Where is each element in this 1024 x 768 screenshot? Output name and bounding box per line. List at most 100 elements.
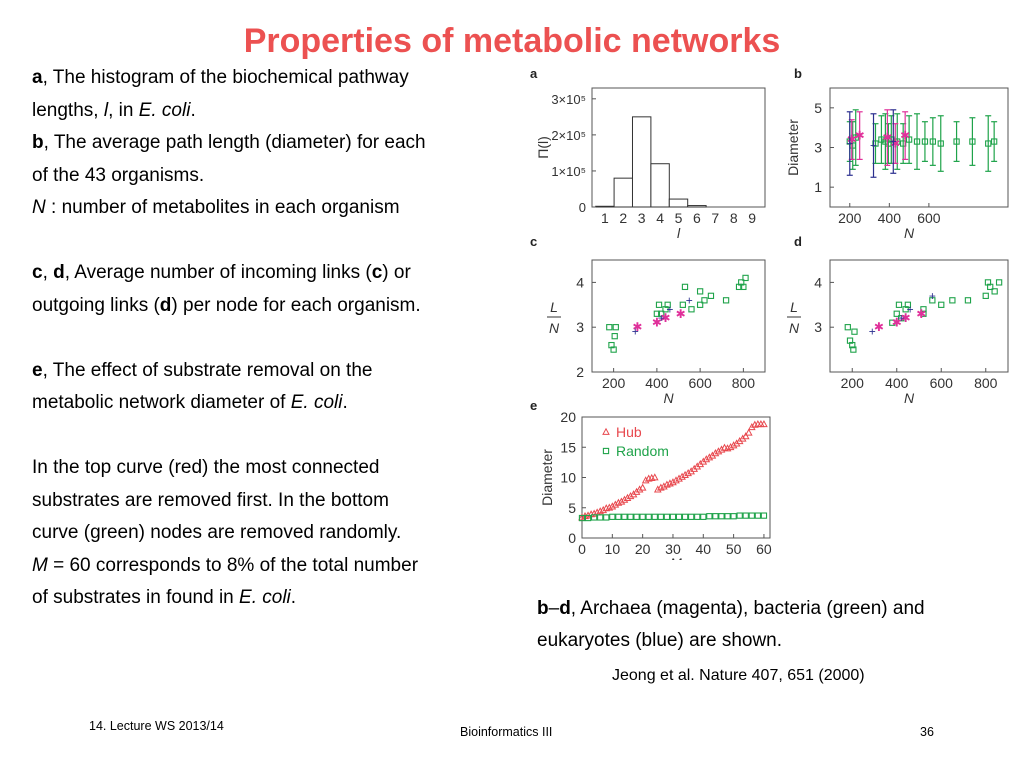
data-point-random xyxy=(590,514,598,521)
footer-lecture: 14. Lecture WS 2013/14 xyxy=(89,719,224,733)
x-tick-label: 200 xyxy=(841,375,865,391)
data-point-bacteria xyxy=(844,324,851,331)
data-point-hub xyxy=(578,513,586,521)
data-point-random xyxy=(578,514,586,522)
data-point-hub xyxy=(669,478,677,486)
data-point-archaea: ✱ xyxy=(847,133,857,147)
data-point-random xyxy=(669,513,677,520)
panel-label-a: a xyxy=(530,66,538,81)
data-point-bacteria xyxy=(688,306,695,313)
data-point-random xyxy=(675,513,683,520)
data-point-bacteria xyxy=(982,292,989,299)
data-point-bacteria xyxy=(929,297,936,304)
data-point-hub xyxy=(672,476,680,484)
data-point-hub xyxy=(717,445,726,453)
y-tick-label: 10 xyxy=(560,470,576,486)
x-axis-label: M xyxy=(670,555,682,560)
data-point-random xyxy=(621,513,628,520)
y-tick-label: 1 xyxy=(814,179,822,195)
data-point-random xyxy=(657,513,664,520)
data-point-hub xyxy=(666,479,674,487)
data-point-bacteria xyxy=(889,319,896,326)
data-point-archaea: ✱ xyxy=(882,131,892,145)
data-point-bacteria xyxy=(679,301,686,308)
para-n-line: N : number of metabolites in each organi… xyxy=(32,197,400,218)
data-point-bacteria xyxy=(696,288,704,295)
data-point-random xyxy=(681,513,689,520)
data-point-hub xyxy=(660,482,668,490)
data-point-random xyxy=(760,512,768,519)
para-top-line4: M = 60 corresponds to 8% of the total nu… xyxy=(32,554,419,576)
x-tick-label: 200 xyxy=(838,210,862,226)
data-point-bacteria xyxy=(895,301,903,308)
data-point-archaea: ✱ xyxy=(855,129,865,143)
data-point-bacteria xyxy=(987,283,994,291)
data-point-random xyxy=(639,513,646,520)
data-point-random xyxy=(724,513,731,520)
y-tick-label: 3 xyxy=(814,140,822,156)
para-top-line1: In the top curve (red) the most connecte… xyxy=(32,457,380,478)
x-tick-label: 30 xyxy=(665,541,681,557)
data-point-eukaryotes: + xyxy=(890,135,897,149)
data-point-random xyxy=(633,513,640,520)
histogram-bar xyxy=(613,177,633,208)
y-axis-label-numerator: L xyxy=(790,299,798,315)
data-point-bacteria xyxy=(664,301,671,308)
data-point-eukaryotes: + xyxy=(929,289,936,303)
x-tick-label: 40 xyxy=(696,541,712,557)
x-tick-label: 6 xyxy=(693,210,701,226)
data-point-bacteria xyxy=(655,301,663,308)
data-point-archaea: ✱ xyxy=(652,316,662,330)
data-point-eukaryotes: + xyxy=(686,293,693,307)
data-point-bacteria xyxy=(701,297,708,304)
data-point-hub xyxy=(663,480,671,488)
footer-course: Bioinformatics III xyxy=(460,725,553,739)
data-point-hub xyxy=(741,432,750,440)
data-point-random xyxy=(597,514,604,521)
y-tick-label: 0 xyxy=(579,200,586,215)
x-tick-label: 5 xyxy=(675,210,683,226)
x-tick-label: 400 xyxy=(645,375,669,391)
y-tick-label: 15 xyxy=(560,439,576,455)
data-point-hub xyxy=(684,469,692,477)
para-e-line1: e, The effect of substrate removal on th… xyxy=(32,359,373,381)
panel-label-c: c xyxy=(530,234,537,249)
y-tick-label: 2×10⁵ xyxy=(551,128,586,143)
x-tick-label: 200 xyxy=(602,375,626,391)
data-point-bacteria xyxy=(991,288,998,295)
data-point-bacteria xyxy=(900,140,907,147)
data-point-bacteria xyxy=(610,346,617,353)
data-point-bacteria xyxy=(612,324,619,331)
panel-label-d: d xyxy=(794,234,802,249)
data-point-hub xyxy=(681,470,689,478)
y-tick-label: 0 xyxy=(568,530,576,546)
para-top-line5: of substrates in found in E. coli. xyxy=(32,587,297,608)
data-point-random xyxy=(718,513,725,520)
x-tick-label: 600 xyxy=(930,375,954,391)
x-axis-label: N xyxy=(904,225,915,241)
data-point-bacteria xyxy=(696,301,704,308)
data-point-bacteria xyxy=(878,136,885,143)
data-point-bacteria xyxy=(938,301,945,308)
data-point-hub xyxy=(714,447,723,455)
data-point-random xyxy=(736,512,743,519)
left-text-block: a, The histogram of the biochemical path… xyxy=(32,62,512,615)
para-a-line2: lengths, l, in E. coli. xyxy=(32,99,196,121)
y-axis-label: Diameter xyxy=(539,449,555,506)
data-point-eukaryotes: + xyxy=(658,311,665,325)
data-point-bacteria xyxy=(850,346,857,353)
data-point-eukaryotes: + xyxy=(907,302,914,316)
data-point-bacteria xyxy=(681,283,689,291)
y-axis-label: Π(l) xyxy=(535,136,551,159)
x-tick-label: 60 xyxy=(756,541,772,557)
x-tick-label: 400 xyxy=(885,375,909,391)
para-e-line2: metabolic network diameter of E. coli. xyxy=(32,392,348,413)
data-point-bacteria xyxy=(898,315,905,322)
x-tick-label: 20 xyxy=(635,541,651,557)
x-tick-label: 3 xyxy=(638,210,646,226)
data-point-random xyxy=(706,513,713,520)
data-point-bacteria xyxy=(849,341,856,349)
data-point-archaea: ✱ xyxy=(901,311,911,325)
data-point-bacteria xyxy=(740,283,747,291)
x-tick-label: 2 xyxy=(619,210,627,226)
